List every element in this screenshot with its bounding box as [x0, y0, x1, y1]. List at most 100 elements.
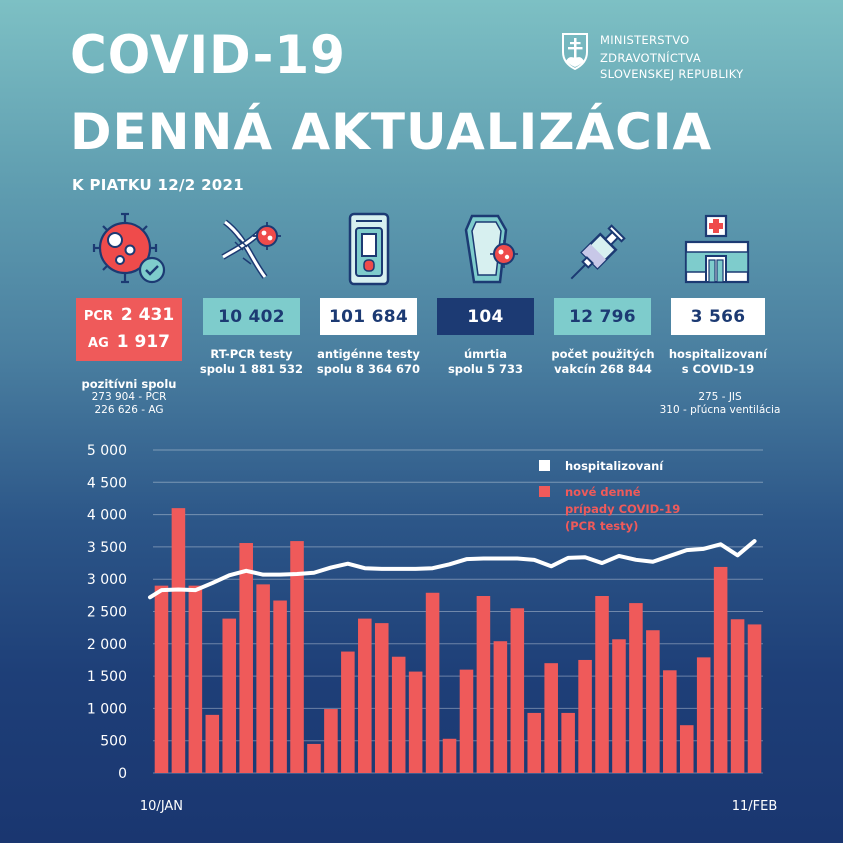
deaths-caption-1: úmrtia: [463, 347, 508, 361]
vaccines-caption-1: počet použitých: [551, 347, 655, 361]
legend-label-cases: nové denné: [565, 485, 641, 499]
positive-cases-badge: PCR 2 431 AG 1 917: [76, 298, 182, 361]
case-bar: [476, 595, 491, 773]
deaths-caption: úmrtia spolu 5 733: [437, 347, 534, 377]
ag-value: 1 917: [116, 332, 170, 352]
antigen-caption: antigénne testy spolu 8 364 670: [305, 347, 432, 377]
y-tick-label: 0: [118, 766, 127, 782]
deaths-badge: 104: [437, 298, 534, 335]
legend-label-cases: (PCR testy): [565, 519, 638, 533]
y-tick-label: 3 500: [87, 540, 127, 556]
y-tick-label: 2 500: [87, 605, 127, 621]
rtpcr-caption: RT-PCR testy spolu 1 881 532: [190, 347, 313, 377]
case-bar: [493, 641, 508, 773]
rtpcr-caption-2: spolu 1 881 532: [199, 362, 304, 376]
case-bar: [544, 663, 558, 773]
title-covid19: COVID-19: [70, 24, 346, 86]
y-tick-label: 1 500: [87, 669, 127, 685]
case-bar: [154, 585, 169, 773]
case-bar: [730, 619, 745, 773]
case-bar: [510, 608, 525, 773]
case-bar: [663, 670, 677, 773]
antigen-caption-1: antigénne testy: [317, 347, 420, 361]
antigen-caption-2: spolu 8 364 670: [316, 362, 421, 376]
case-bar: [696, 657, 711, 773]
y-tick-label: 4 500: [87, 475, 127, 491]
ministry-line-1: MINISTERSTVO: [600, 33, 690, 47]
legend-label-hospitalized: hospitalizovaní: [565, 459, 664, 473]
positive-note-ag: 226 626 - AG: [94, 404, 164, 416]
hospital-note-jis: 275 - JIS: [698, 391, 742, 403]
case-bar: [171, 508, 186, 773]
case-bar: [239, 543, 253, 773]
hospital-badge: 3 566: [671, 298, 765, 335]
case-bar: [629, 603, 643, 773]
case-bar: [205, 714, 220, 773]
case-bar: [391, 656, 406, 773]
pcr-value: 2 431: [120, 305, 175, 325]
coffin-virus-icon: [464, 214, 518, 284]
y-tick-label: 4 000: [87, 508, 127, 524]
antigen-badge: 101 684: [320, 298, 417, 335]
hospital-note-ventilation: 310 - pľúcna ventilácia: [659, 404, 781, 416]
hospital-caption-1: hospitalizovaní: [668, 347, 768, 361]
case-bar: [324, 709, 338, 773]
hospital-caption: hospitalizovaní s COVID-19: [660, 347, 776, 377]
positive-caption: pozitívni spolu: [81, 377, 177, 391]
case-bar: [307, 743, 321, 773]
legend-label-cases: prípady COVID-19: [565, 502, 680, 516]
case-bar: [561, 712, 575, 773]
ministry-line-2: ZDRAVOTNÍCTVA: [600, 51, 702, 65]
case-bar: [679, 725, 694, 773]
x-tick-label: 10/JAN: [140, 799, 183, 814]
hospital-caption-2: s COVID-19: [681, 362, 755, 376]
pcr-label: PCR: [83, 309, 113, 324]
case-bar: [188, 585, 203, 773]
legend-swatch-cases: [539, 486, 550, 497]
case-bar: [578, 659, 592, 773]
y-tick-label: 1 000: [87, 701, 127, 717]
ministry-line-3: SLOVENSKEJ REPUBLIKY: [600, 67, 744, 81]
hospital-notes: 275 - JIS 310 - pľúcna ventilácia: [640, 391, 800, 417]
dna-virus-icon: [221, 219, 281, 279]
case-bar: [612, 639, 626, 773]
title-daily-update: DENNÁ AKTUALIZÁCIA: [70, 103, 713, 161]
ag-label: AG: [88, 336, 109, 351]
case-bar: [459, 669, 474, 773]
case-bar: [425, 592, 440, 773]
y-tick-label: 5 000: [87, 443, 127, 459]
positive-note-pcr: 273 904 - PCR: [91, 391, 167, 403]
case-bar: [442, 738, 457, 773]
case-bar: [256, 584, 270, 773]
case-bar: [341, 651, 355, 773]
case-bar: [713, 566, 728, 773]
y-tick-label: 2 000: [87, 637, 127, 653]
case-bar: [222, 618, 237, 773]
vaccines-caption-2: vakcín 268 844: [554, 362, 652, 376]
rtpcr-badge: 10 402: [203, 298, 300, 335]
case-bar: [358, 618, 372, 773]
case-bar: [646, 630, 660, 773]
y-tick-label: 3 000: [87, 572, 127, 588]
slovak-crest-icon: [562, 33, 588, 70]
case-bar: [527, 712, 542, 773]
positive-notes: 273 904 - PCR 226 626 - AG: [70, 391, 188, 417]
vaccines-badge: 12 796: [554, 298, 651, 335]
deaths-caption-2: spolu 5 733: [447, 362, 524, 376]
antigen-test-icon: [348, 212, 390, 286]
x-tick-label: 11/FEB: [732, 799, 778, 814]
report-date: K PIATKU 12/2 2021: [72, 176, 245, 194]
hospital-icon: [684, 214, 750, 284]
virus-check-icon: [92, 212, 166, 284]
rtpcr-caption-1: RT-PCR testy: [210, 347, 293, 361]
vaccines-caption: počet použitých vakcín 268 844: [542, 347, 664, 377]
case-bar: [273, 600, 287, 773]
legend-swatch-hospitalized: [539, 460, 550, 471]
syringe-icon: [570, 224, 626, 280]
case-bar: [595, 595, 609, 773]
daily-cases-chart: 0 500 1 000 1 500 2 000 2 500 3 000 3 500 4 000 4…: [87, 443, 778, 814]
case-bar: [374, 623, 389, 773]
case-bar: [747, 624, 762, 773]
y-tick-label: 500: [100, 734, 127, 750]
case-bar: [290, 541, 304, 773]
